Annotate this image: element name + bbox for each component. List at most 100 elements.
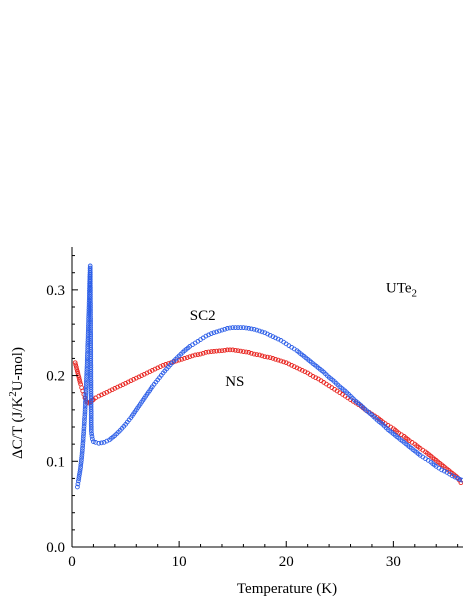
ns-series-point xyxy=(214,348,219,354)
sc2-series-point xyxy=(88,375,94,381)
sc2-series-point xyxy=(88,398,94,403)
sc2-series-point xyxy=(89,431,94,437)
sc2-series-point xyxy=(227,325,233,331)
sc2-series-point xyxy=(83,388,89,393)
sc2-series-point xyxy=(214,329,219,335)
sc2-series-point xyxy=(81,424,87,429)
y-tick-label: 0.2 xyxy=(46,369,65,385)
sc2-series-point xyxy=(88,312,93,317)
sc2-series-point xyxy=(78,460,84,465)
sc2-series-point xyxy=(88,389,94,394)
sc2-series-point xyxy=(82,414,88,419)
sc2-series-point xyxy=(88,292,93,297)
ns-series-point xyxy=(219,348,225,354)
ns-series-point xyxy=(203,350,209,355)
sc2-series-point xyxy=(82,411,88,417)
sc2-series-point xyxy=(88,334,94,339)
sc2-series-point xyxy=(88,336,94,341)
sc2-series-point xyxy=(270,334,276,339)
sc2-series-point xyxy=(211,330,217,336)
y-axis-label-sup: 2 xyxy=(7,391,19,397)
sc2-series-point xyxy=(88,371,94,377)
sc2-series-point xyxy=(82,407,88,412)
sc2-series-point xyxy=(88,373,94,379)
ns-series-point xyxy=(243,349,249,355)
sc2-series-point xyxy=(88,393,94,399)
ns-series-point xyxy=(96,393,102,399)
ns-series-point xyxy=(115,384,120,390)
sc2-series-point xyxy=(246,326,252,331)
ns-series-point xyxy=(270,356,276,361)
ns-series-point xyxy=(222,347,228,353)
sc2-series-point xyxy=(80,436,86,441)
ns-series-point xyxy=(77,379,83,385)
sc2-series-point xyxy=(83,390,89,396)
sc2-series-point xyxy=(88,384,94,390)
sc2-series-point xyxy=(88,349,94,355)
ticks-layer: 0 10 20 30 0.0 0.1 0.2 0.3 xyxy=(46,255,459,570)
sc2-series-point xyxy=(257,328,262,334)
sc2-series-point xyxy=(88,323,93,328)
sc2-series-point xyxy=(455,476,460,481)
sc2-series-point xyxy=(241,325,246,330)
sc2-series-point xyxy=(84,378,89,384)
ns-series-point xyxy=(233,347,238,353)
sc2-series-point xyxy=(83,383,89,389)
sc2-series-point xyxy=(88,338,94,344)
sc2-series-point xyxy=(88,342,94,348)
sc2-series-point xyxy=(452,474,458,480)
ns-series-point xyxy=(184,355,190,360)
ns-series-point xyxy=(251,351,257,357)
sc2-series-point xyxy=(81,431,86,437)
sc2-series-point xyxy=(81,421,87,427)
sc2-series-point xyxy=(82,402,88,407)
sc2-series-point xyxy=(88,305,93,311)
sc2-series-point xyxy=(96,440,102,446)
annotation-ute2-main: UTe xyxy=(386,280,412,296)
y-axis-label-pre: ΔC/T (J/K xyxy=(10,397,26,459)
sc2-series-point xyxy=(79,453,85,458)
sc2-series-point xyxy=(88,287,93,293)
sc2-series-point xyxy=(88,367,94,372)
ns-series-point xyxy=(123,380,128,386)
ns-series-point xyxy=(76,375,82,381)
sc2-series-point xyxy=(457,476,463,482)
sc2-series-point xyxy=(233,325,238,330)
sc2-series-point xyxy=(88,296,93,302)
sc2-series-point xyxy=(75,484,80,490)
sc2-series-point xyxy=(88,417,94,423)
sc2-series-point xyxy=(76,478,81,484)
sc2-series-point xyxy=(88,426,94,432)
sc2-series-point xyxy=(81,433,86,439)
ns-series-point xyxy=(163,362,169,367)
sc2-series-point xyxy=(88,415,94,421)
ns-series-point xyxy=(216,348,222,354)
sc2-series-point xyxy=(88,409,94,414)
sc2-series-point xyxy=(87,278,93,284)
sc2-series-point xyxy=(88,411,94,416)
sc2-series-point xyxy=(82,419,87,424)
sc2-series-point xyxy=(222,326,228,332)
sc2-series-point xyxy=(88,358,94,364)
sc2-series-point xyxy=(235,325,241,330)
sc2-series-point xyxy=(76,474,82,479)
sc2-series-point xyxy=(88,285,93,291)
sc2-series-point xyxy=(208,331,214,336)
sc2-series-point xyxy=(459,477,463,483)
sc2-series-point xyxy=(88,402,94,408)
sc2-series-point xyxy=(88,420,94,425)
sc2-series-point xyxy=(88,316,93,322)
ns-series-point xyxy=(208,349,214,354)
ns-series-point xyxy=(246,350,252,355)
sc2-series-point xyxy=(88,353,94,359)
sc2-series-point xyxy=(87,270,93,275)
sc2-series-point xyxy=(78,462,84,468)
annotation-sc2: SC2 xyxy=(190,308,216,324)
ns-series-point xyxy=(190,353,195,359)
sc2-series-point xyxy=(87,283,93,289)
sc2-series-point xyxy=(216,328,222,334)
sc2-series-point xyxy=(88,382,94,388)
sc2-series-point xyxy=(89,434,95,439)
sc2-series-point xyxy=(81,426,87,432)
sc2-series-point xyxy=(79,455,84,461)
